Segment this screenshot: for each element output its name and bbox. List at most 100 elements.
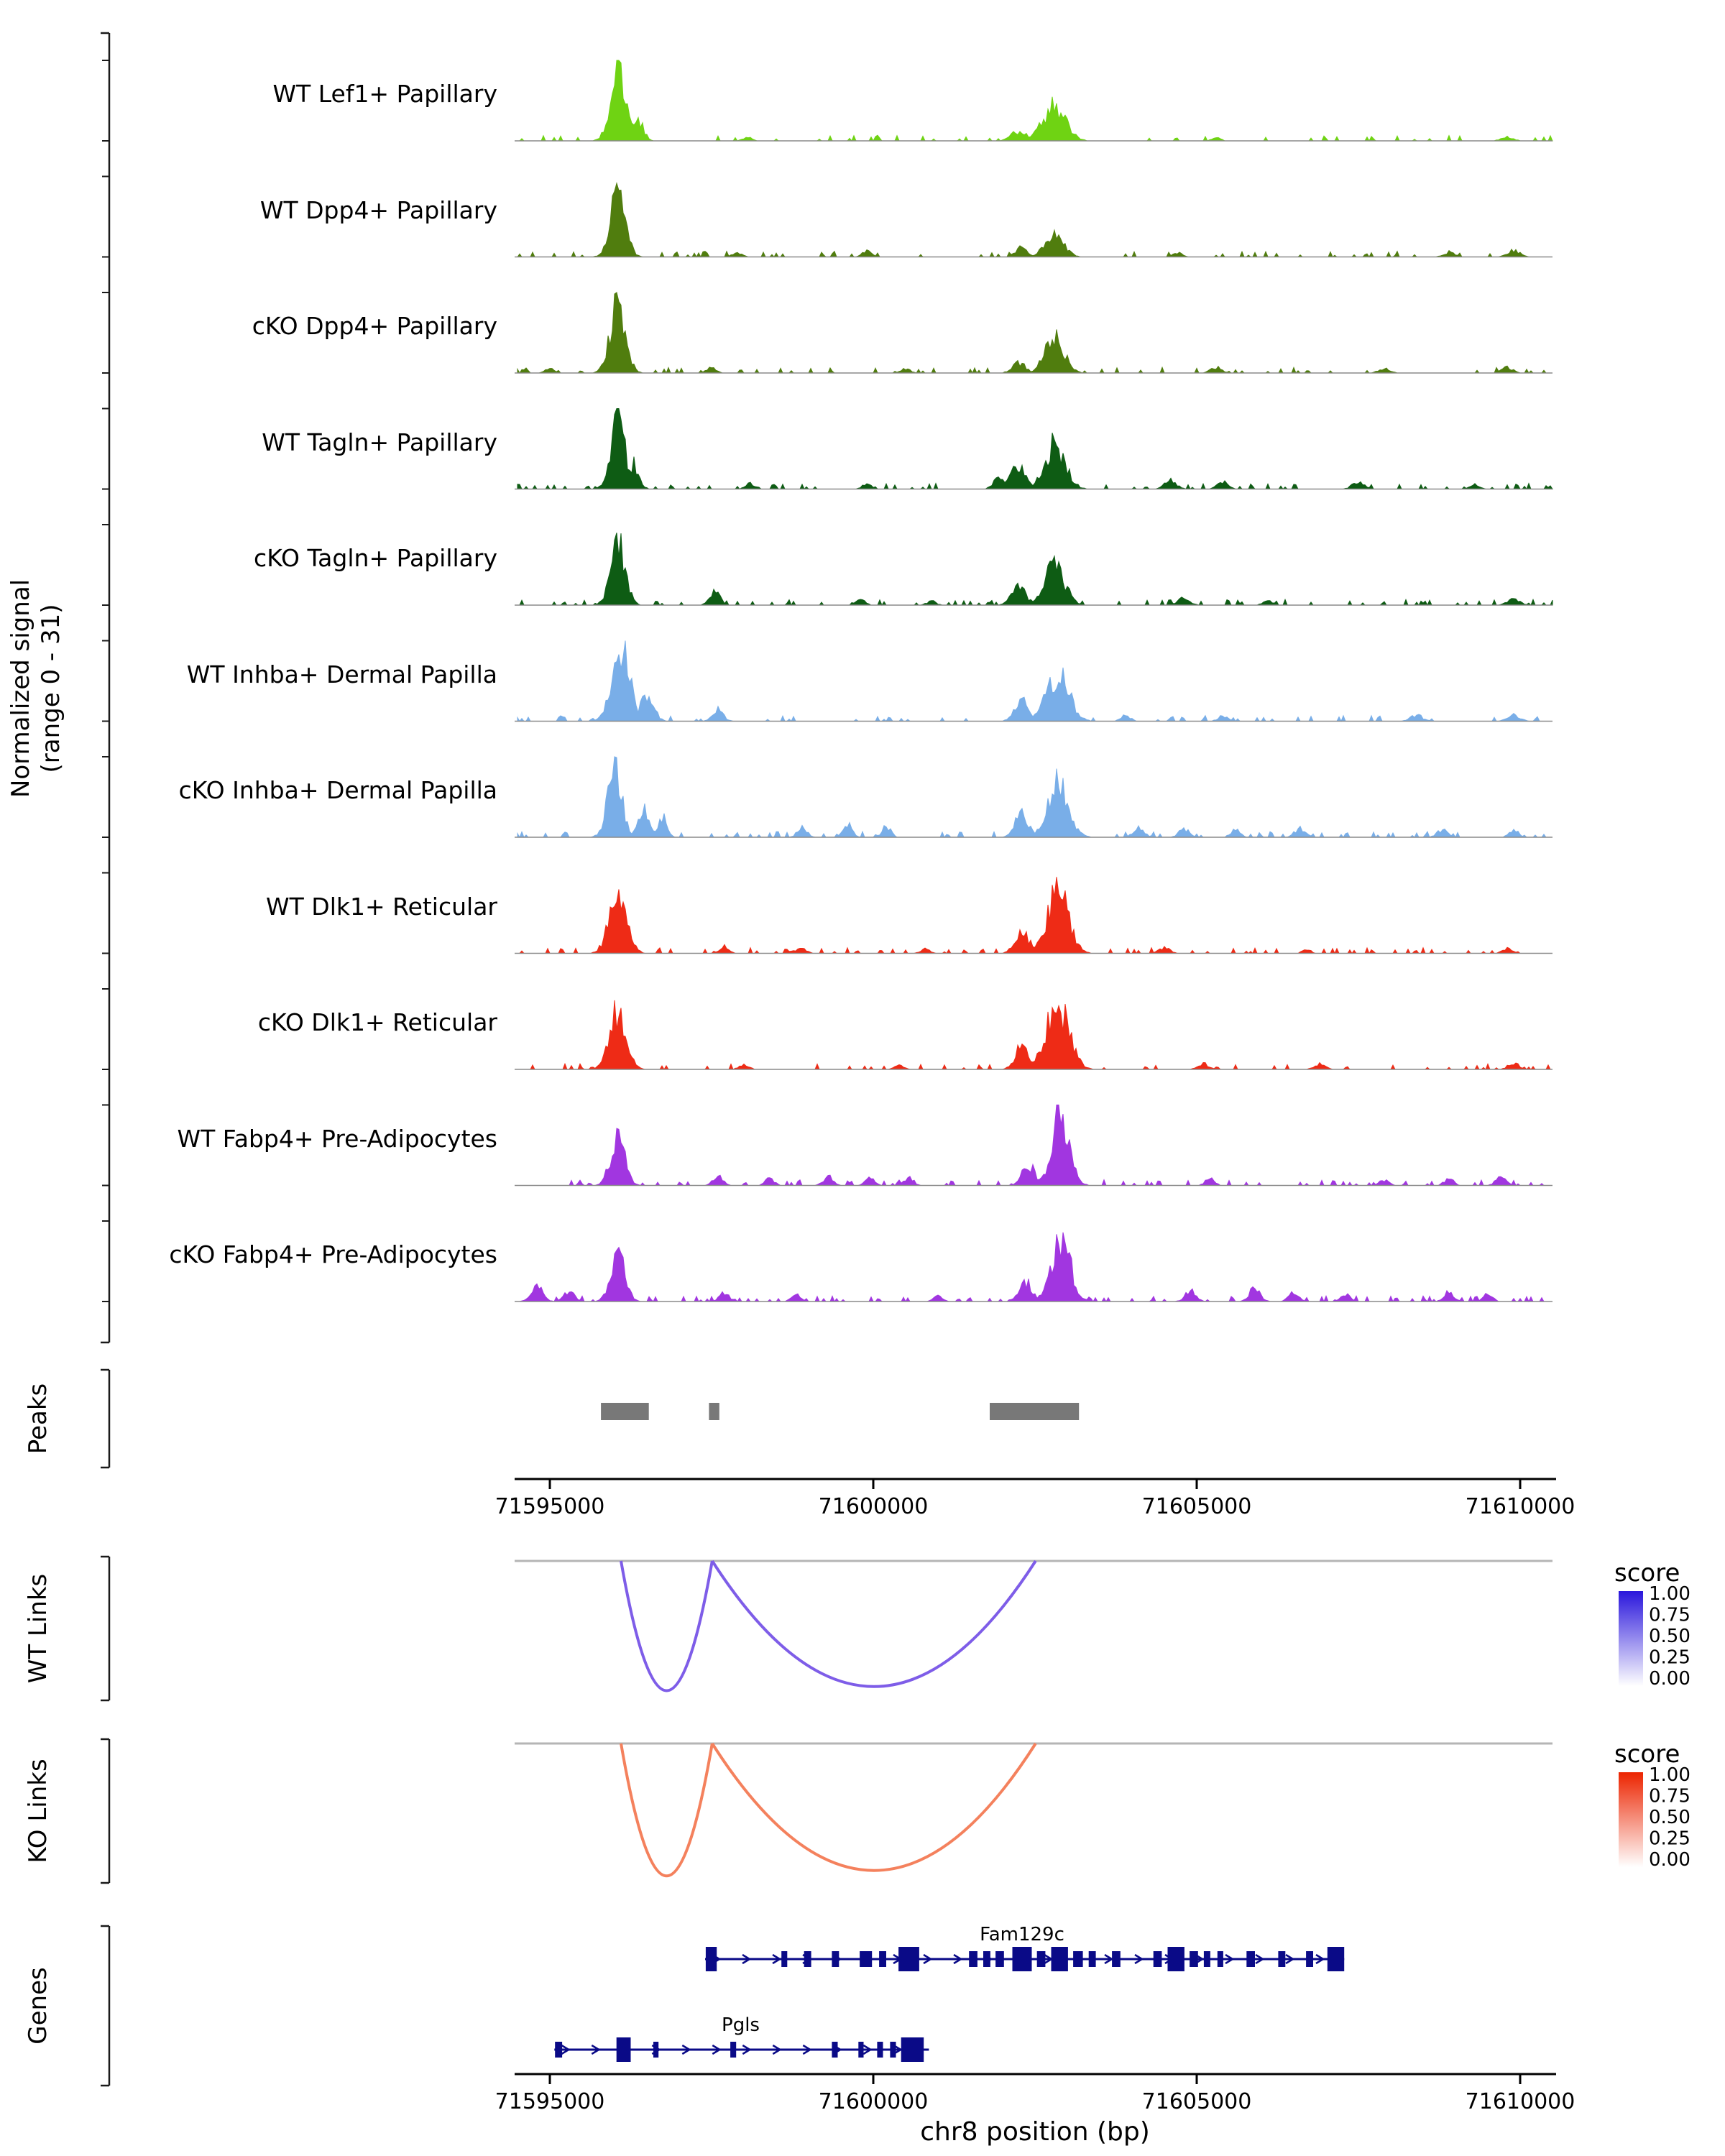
y-axis-label-line1: Normalized signal: [6, 579, 35, 798]
track-label: cKO Tagln+ Papillary: [254, 544, 497, 572]
strand-arrow: [953, 1953, 963, 1965]
position-axis-top: 71595000 71600000 71605000 71610000: [495, 1478, 1576, 1519]
signal-track-2: WT Dpp4+ Papillary: [260, 182, 1552, 258]
strand-arrow: [742, 2044, 752, 2055]
score-tick-label: 0.25: [1649, 1647, 1690, 1669]
exon: [555, 2042, 563, 2058]
signal-area: [518, 533, 1553, 607]
signal-track-5: cKO Tagln+ Papillary: [254, 533, 1553, 607]
x-axis-label: chr8 position (bp): [920, 2117, 1150, 2147]
axis-tick-label: 71600000: [819, 1494, 929, 1519]
strand-arrow: [1315, 1953, 1325, 1965]
ko-score-legend-title: score: [1614, 1740, 1680, 1769]
signal-track-8: WT Dlk1+ Reticular: [266, 877, 1552, 954]
exon: [1167, 1947, 1184, 1971]
signal-area: [517, 292, 1552, 374]
exon: [1036, 1951, 1046, 1967]
exon: [890, 2042, 896, 2058]
score-tick-label: 0.75: [1649, 1605, 1690, 1626]
signal-track-9: cKO Dlk1+ Reticular: [258, 1000, 1552, 1070]
track-label: cKO Dpp4+ Papillary: [252, 312, 497, 340]
exon: [1088, 1951, 1096, 1967]
strand-arrow: [862, 2044, 873, 2055]
axis-tick-label: 71605000: [1142, 2089, 1252, 2114]
link-arc: [620, 1743, 714, 1878]
strand-arrow: [1255, 1953, 1265, 1965]
exon: [879, 1951, 886, 1967]
track-label: cKO Inhba+ Dermal Papilla: [179, 776, 497, 804]
exon: [832, 2042, 838, 2058]
signal-area: [517, 756, 1552, 839]
signal-track-11: cKO Fabp4+ Pre-Adipocytes: [169, 1232, 1552, 1303]
score-gradient-bar: [1619, 1591, 1643, 1686]
track-label: WT Dlk1+ Reticular: [266, 893, 497, 921]
exon: [832, 1951, 840, 1967]
score-tick-label: 1.00: [1649, 1583, 1690, 1605]
signal-track-3: cKO Dpp4+ Papillary: [252, 292, 1552, 374]
strand-arrow: [772, 1953, 782, 1965]
track-label: WT Inhba+ Dermal Papilla: [187, 660, 497, 688]
track-label: WT Tagln+ Papillary: [262, 428, 497, 456]
exon: [1073, 1951, 1083, 1967]
axis-tick-label: 71595000: [495, 1494, 605, 1519]
exon: [1327, 1947, 1345, 1971]
ko-links-panel: [515, 1742, 1552, 1878]
track-label: WT Lef1+ Papillary: [272, 80, 497, 108]
genes-section-label: Genes: [24, 1967, 52, 2044]
strand-arrow: [1225, 1953, 1235, 1965]
gene-fam129c: Fam129c: [705, 1924, 1345, 1971]
axis-tick-label: 71600000: [819, 2089, 929, 2114]
exon: [730, 2042, 737, 2058]
exon: [1306, 1951, 1313, 1967]
peak-interval: [601, 1403, 649, 1420]
score-tick-label: 0.00: [1649, 1849, 1690, 1871]
strand-arrow: [561, 2044, 571, 2055]
exon: [1246, 1951, 1255, 1967]
track-label: WT Dpp4+ Papillary: [260, 196, 497, 224]
strand-arrow: [893, 2044, 903, 2055]
axis-tick-label: 71610000: [1466, 1494, 1576, 1519]
axis-tick-label: 71605000: [1142, 1494, 1252, 1519]
score-tick-label: 0.00: [1649, 1668, 1690, 1690]
exon: [653, 2042, 659, 2058]
track-label: WT Fabp4+ Pre-Adipocytes: [178, 1125, 497, 1153]
strand-arrow: [1104, 1953, 1114, 1965]
peaks-section-label: Peaks: [24, 1383, 52, 1454]
exon: [1217, 1951, 1223, 1967]
strand-arrow: [1134, 1953, 1144, 1965]
strand-arrow: [681, 2044, 691, 2055]
ko-links-section-label: KO Links: [24, 1759, 52, 1863]
exon: [1051, 1947, 1068, 1971]
signal-area: [518, 60, 1553, 142]
link-arc: [620, 1560, 714, 1692]
exon: [858, 2042, 864, 2058]
strand-arrow: [742, 1953, 752, 1965]
exon: [901, 2037, 924, 2062]
strand-arrow: [772, 2044, 782, 2055]
peaks-track: [601, 1403, 1080, 1420]
exon: [781, 1951, 788, 1967]
gene-name-label: Pgls: [722, 2014, 760, 2036]
signal-tracks: WT Lef1+ Papillary WT Dpp4+ Papillary cKO …: [169, 60, 1553, 1303]
exon: [983, 1951, 990, 1967]
wt-score-legend-title: score: [1614, 1559, 1680, 1588]
signal-track-7: cKO Inhba+ Dermal Papilla: [179, 756, 1552, 839]
exon: [877, 2042, 883, 2058]
wt-links-section-label: WT Links: [24, 1574, 52, 1684]
signal-track-4: WT Tagln+ Papillary: [262, 408, 1553, 490]
gene-pgls: Pgls: [554, 2014, 929, 2062]
strand-arrow: [802, 2044, 812, 2055]
track-label: cKO Dlk1+ Reticular: [258, 1008, 498, 1036]
axis-tick-label: 71610000: [1466, 2089, 1576, 2114]
signal-track-1: WT Lef1+ Papillary: [272, 60, 1553, 142]
exon: [969, 1951, 978, 1967]
exon: [1190, 1951, 1198, 1967]
score-tick-label: 0.25: [1649, 1828, 1690, 1850]
score-tick-label: 1.00: [1649, 1764, 1690, 1786]
signal-track-6: WT Inhba+ Dermal Papilla: [187, 640, 1552, 722]
gene-name-label: Fam129c: [980, 1924, 1064, 1945]
axis-brackets: [101, 32, 111, 2087]
axis-tick-label: 71595000: [495, 2089, 605, 2114]
